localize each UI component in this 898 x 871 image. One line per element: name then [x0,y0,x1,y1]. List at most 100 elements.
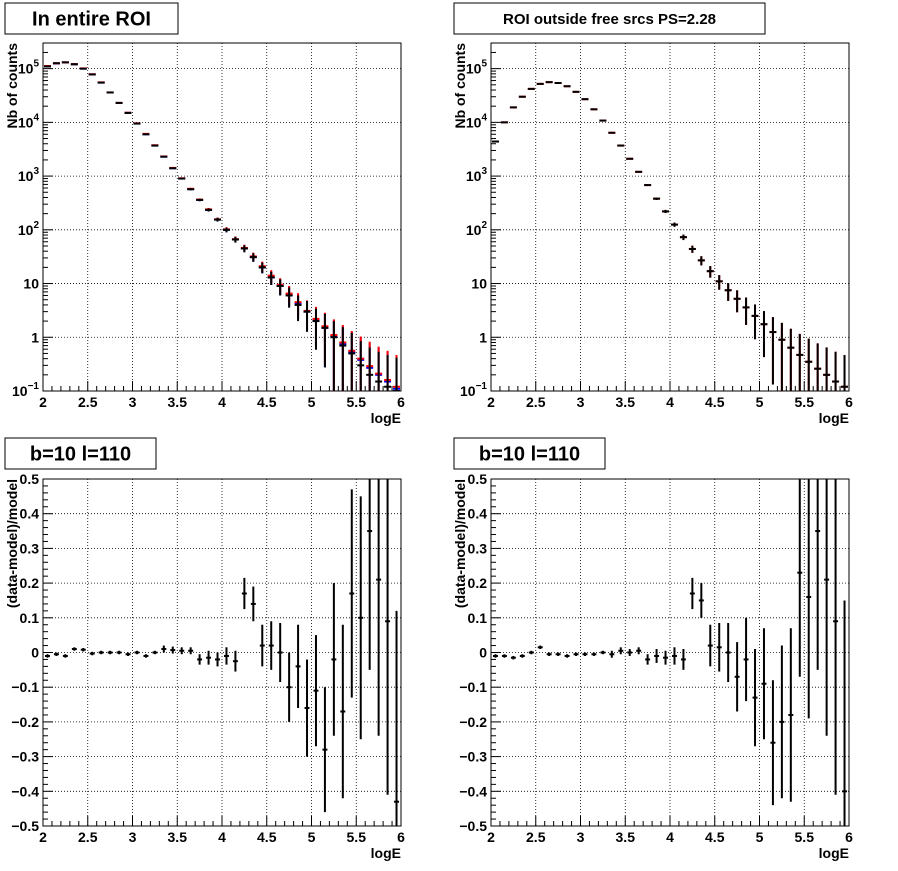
y-tick-label: 10−1 [12,381,39,399]
y-tick-label: 0.3 [20,540,40,556]
data-point [725,623,731,682]
data-point [376,479,382,736]
data-point [303,301,311,332]
y-tick-label: 0 [479,645,487,661]
data-point [89,651,95,656]
plot-area [44,61,400,391]
y-axis-label: (data-model)/model [452,479,468,608]
y-tick-label: 103 [466,166,488,184]
y-tick-label: −0.3 [459,749,487,765]
data-point [779,645,785,799]
data-point [151,144,159,147]
y-tick-label: 104 [466,112,488,130]
data-point [644,184,652,187]
data-point [814,343,822,391]
data-point [367,479,373,670]
data-point [53,652,59,656]
data-point [45,654,50,658]
x-axis-label: logE [371,410,401,426]
data-point [733,290,741,313]
y-tick-label: 0.2 [468,575,488,591]
x-tick-label: 6 [845,829,853,845]
x-tick-label: 2 [39,829,47,845]
data-point [806,479,812,719]
data-point [223,227,230,233]
x-tick-label: 6 [397,394,405,410]
x-tick-label: 5.5 [347,829,367,845]
data-point [671,222,678,227]
y-tick-label: 0.1 [20,610,40,626]
data-point [348,332,356,391]
data-point [555,652,561,656]
x-tick-label: 3 [577,394,585,410]
x-axis-label: logE [819,845,849,861]
data-point [142,133,150,136]
y-tick-label: −0.5 [11,818,39,834]
data-point [232,650,238,672]
data-point [231,236,239,243]
y-tick-label: −0.5 [459,818,487,834]
x-tick-label: 4.5 [257,829,277,845]
chart-title: ROI outside free srcs PS=2.28 [503,11,716,28]
x-axis-label: logE [371,845,401,861]
x-tick-label: 5 [308,829,316,845]
data-point [331,583,337,736]
x-tick-label: 3.5 [168,394,188,410]
data-point [187,188,195,191]
data-point [689,577,695,610]
data-point [824,479,830,736]
data-point [312,308,320,350]
y-tick-label: 0.5 [20,471,40,487]
data-point [385,479,391,795]
x-tick-label: 4.5 [705,394,725,410]
data-point [366,347,374,391]
data-point [823,347,831,391]
x-tick-label: 5.5 [347,394,367,410]
y-tick-label: 103 [18,166,40,184]
data-point [375,351,383,391]
data-point [107,650,113,655]
chart-panel-3: 2 2.5 3 3.5 4 4.5 5 5.5 6 −0.5 −0.4 −0.3 −0.2 −0.1 0 0.… [4,437,405,861]
data-point [179,647,185,655]
y-tick-label: −0.3 [11,749,39,765]
data-point [62,654,68,658]
data-point [384,355,392,391]
x-tick-label: 3.5 [168,829,188,845]
x-tick-label: 2 [39,394,47,410]
data-point [788,628,794,802]
data-point [724,282,732,301]
data-point [214,217,221,222]
data-point [715,275,723,290]
y-tick-label: 1 [479,329,487,345]
data-point [770,680,776,806]
x-tick-label: 5.5 [795,829,815,845]
data-point [357,341,365,391]
chart-title-box [4,2,179,35]
data-point [716,623,722,672]
y-tick-label: −0.1 [459,679,487,695]
data-point [815,479,821,670]
data-point [98,650,104,655]
x-tick-label: 4 [666,394,674,410]
data-point [796,333,804,391]
data-point [178,177,186,180]
x-tick-label: 2 [487,394,495,410]
data-point [340,624,346,799]
y-tick-label: 1 [31,329,39,345]
data-point [627,649,633,656]
y-axis-label: (data-model)/model [4,479,20,608]
data-point [635,170,643,173]
data-point [636,647,642,655]
data-point [582,652,588,656]
data-point [591,652,597,656]
data-point [339,327,347,391]
data-point [330,321,338,391]
data-point [679,234,687,241]
y-tick-label: 0 [31,645,39,661]
data-point [501,654,507,658]
x-tick-label: 3.5 [616,829,636,845]
data-point [707,624,713,667]
plot-area [493,479,847,826]
data-point [510,655,516,660]
x-tick-label: 4 [218,394,226,410]
